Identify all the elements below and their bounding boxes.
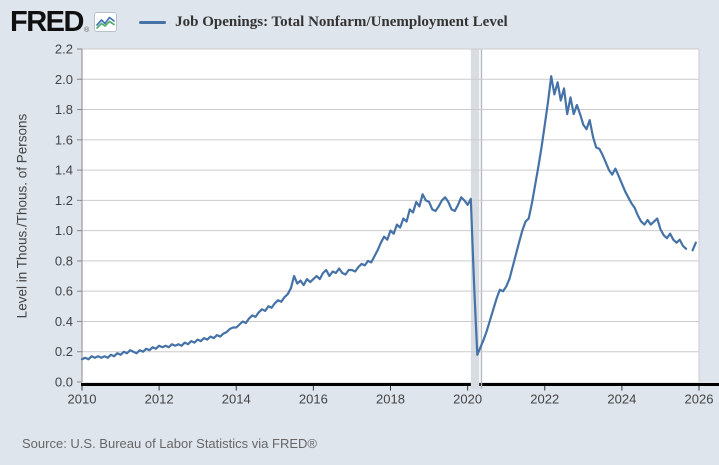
y-tick-label: 1.2 xyxy=(55,193,73,208)
source-note: Source: U.S. Bureau of Labor Statistics … xyxy=(22,436,317,451)
chart-title: Job Openings: Total Nonfarm/Unemployment… xyxy=(175,13,508,30)
x-tick-label: 2010 xyxy=(68,392,97,407)
y-tick-label: 1.8 xyxy=(55,102,73,117)
x-tick-label: 2020 xyxy=(453,392,482,407)
chart-legend: Job Openings: Total Nonfarm/Unemployment… xyxy=(139,14,508,31)
x-tick-label: 2024 xyxy=(607,392,636,407)
y-tick-label: 2.2 xyxy=(55,42,73,57)
fred-sparkline-icon xyxy=(94,12,118,32)
y-tick-label: 1.4 xyxy=(55,163,73,178)
y-tick-label: 0.4 xyxy=(55,314,73,329)
y-tick-label: 1.0 xyxy=(55,223,73,238)
fred-logo-text: FRED xyxy=(10,5,84,38)
x-tick-label: 2026 xyxy=(685,392,714,407)
y-tick-label: 0.6 xyxy=(55,284,73,299)
recession-band xyxy=(470,49,480,389)
y-tick-label: 0.2 xyxy=(55,344,73,359)
fred-logo-link[interactable]: FRED ® xyxy=(10,5,118,38)
chart-header: FRED ® Job Openings: Total Nonfarm/Unemp… xyxy=(10,4,711,40)
x-tick-label: 2014 xyxy=(222,392,251,407)
data-line xyxy=(80,75,697,361)
plot-background xyxy=(82,49,699,382)
x-tick-label: 2022 xyxy=(530,392,559,407)
y-tick-label: 1.6 xyxy=(55,132,73,147)
legend-line-swatch xyxy=(139,20,167,24)
x-tick-label: 2018 xyxy=(376,392,405,407)
y-axis-title: Level in Thous./Thous. of Persons xyxy=(14,113,30,319)
y-tick-label: 0.0 xyxy=(55,375,73,390)
y-tick-label: 0.8 xyxy=(55,253,73,268)
x-tick-label: 2012 xyxy=(145,392,174,407)
fred-logo-registered-mark: ® xyxy=(83,26,90,34)
y-tick-label: 2.0 xyxy=(55,72,73,87)
x-tick-label: 2016 xyxy=(299,392,328,407)
